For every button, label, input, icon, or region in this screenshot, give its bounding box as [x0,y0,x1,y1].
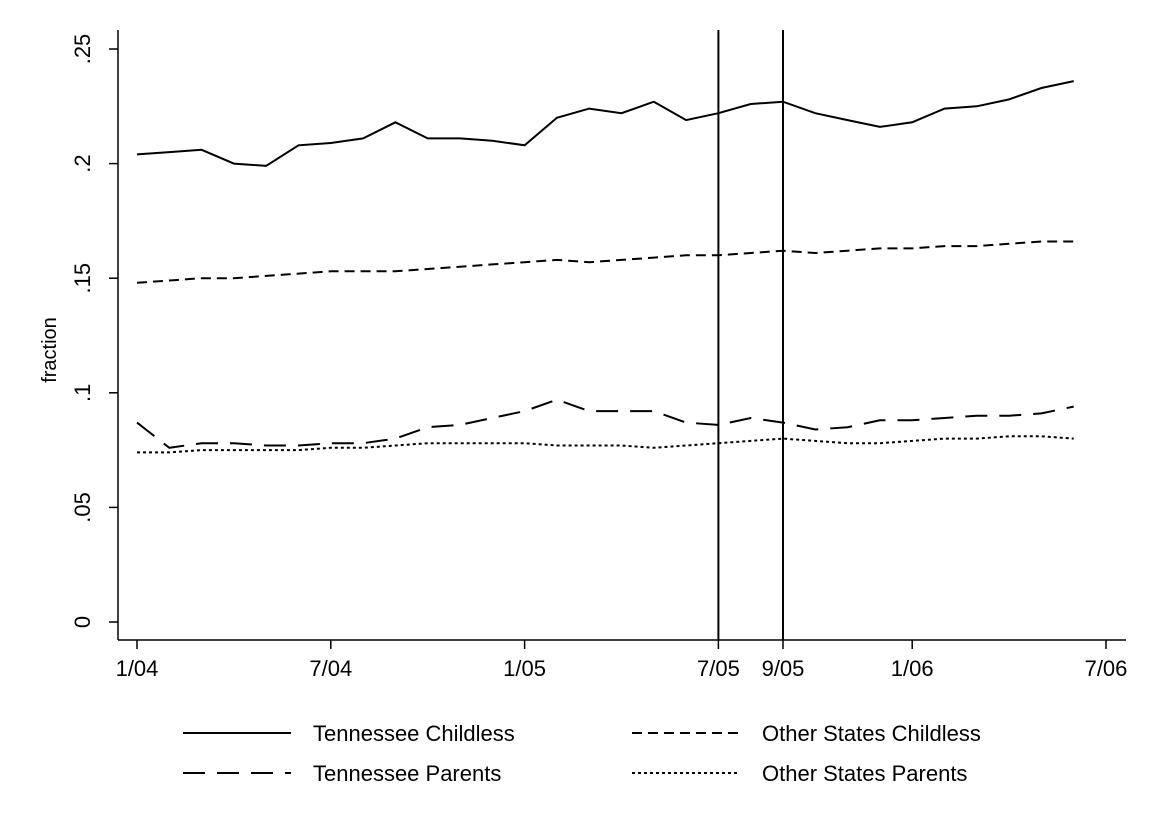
reference-lines [717,30,784,640]
x-tick-label: 9/05 [762,656,805,681]
series-line-tennessee-childless [136,80,1074,167]
y-tick-label: .05 [70,492,95,523]
x-tick-label: 1/04 [116,656,159,681]
x-axis-ticks: 1/04 7/04 1/05 7/05 9/05 1/06 7/06 [116,640,1128,681]
x-tick-label: 7/05 [697,656,740,681]
legend-label: Tennessee Parents [313,761,501,786]
x-tick-label: 1/06 [891,656,934,681]
axes [117,30,1126,641]
y-tick-label: .1 [70,384,95,402]
y-axis-ticks: 0 .05 .1 .15 .2 .25 [70,34,118,628]
x-tick-label: 7/04 [309,656,352,681]
legend-label: Other States Parents [762,761,967,786]
series-line-other-states-parents [137,435,1074,454]
x-tick-label: 7/06 [1085,656,1128,681]
legend-label: Other States Childless [762,721,981,746]
y-tick-label: .25 [70,34,95,65]
series-line-other-states-childless [136,240,1074,284]
y-tick-label: .2 [70,154,95,172]
y-axis-title: fraction [39,317,61,383]
y-tick-label: .15 [70,263,95,294]
x-tick-label: 1/05 [503,656,546,681]
legend: Tennessee Childless Other States Childles… [183,721,981,786]
series-line-tennessee-parents [136,398,1074,449]
legend-label: Tennessee Childless [313,721,515,746]
series-lines [136,80,1074,454]
y-tick-label: 0 [70,616,95,628]
